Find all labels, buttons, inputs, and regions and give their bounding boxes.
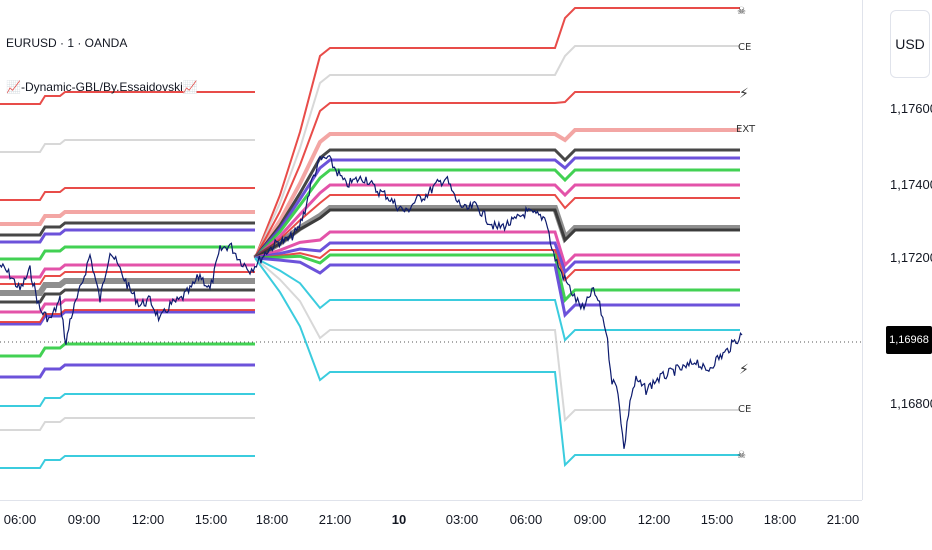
level-line-magenta (0, 230, 740, 314)
currency-button[interactable]: USD (890, 10, 930, 78)
level-line-gray (0, 257, 740, 431)
symbol-title[interactable]: EURUSD · 1 · OANDA (6, 36, 128, 50)
level-label-skull-top: ☠ (737, 6, 746, 17)
level-line-blue (0, 156, 740, 259)
level-label-bolt-upper: ⚡ (739, 86, 749, 102)
price-tick: 1,17600 (890, 101, 932, 116)
level-label-bolt-lower: ⚡ (739, 362, 749, 378)
time-tick: 18:00 (255, 512, 289, 527)
time-tick: 09:00 (67, 512, 101, 527)
time-tick: 06:00 (509, 512, 543, 527)
level-line-green (0, 168, 740, 261)
level-label-ext: EXT (736, 124, 756, 135)
time-axis[interactable] (0, 500, 862, 550)
time-tick: 15:00 (700, 512, 734, 527)
time-tick: 12:00 (637, 512, 671, 527)
level-line-cyan (0, 257, 740, 407)
level-line-blue (0, 256, 740, 379)
price-axis[interactable] (862, 0, 932, 500)
level-label-ce-lower: CE (738, 404, 752, 415)
time-tick: 12:00 (131, 512, 165, 527)
level-label-skull-bottom: ☠ (737, 450, 746, 461)
time-tick: 21:00 (318, 512, 352, 527)
time-tick: 18:00 (763, 512, 797, 527)
level-line-black (0, 148, 740, 259)
level-line-red (0, 128, 740, 260)
time-tick: 03:00 (445, 512, 479, 527)
level-line-cyan (0, 257, 740, 469)
chart-canvas[interactable] (0, 0, 862, 500)
time-tick: 09:00 (573, 512, 607, 527)
time-tick: 21:00 (826, 512, 860, 527)
price-tick: 1,17200 (890, 250, 932, 265)
time-tick-day: 10 (391, 512, 407, 527)
price-series-line (0, 154, 743, 449)
last-price-badge: 1,16968 (886, 326, 932, 354)
level-line-red (0, 7, 740, 259)
level-line-magenta (0, 183, 740, 279)
level-line-gray (0, 45, 740, 259)
indicator-title[interactable]: 📈-Dynamic-GBL/By.Essaidovski📈 (6, 80, 198, 94)
chart-area[interactable] (0, 0, 862, 500)
level-label-ce-upper: CE (738, 42, 752, 53)
time-tick: 06:00 (3, 512, 37, 527)
price-tick: 1,17400 (890, 177, 932, 192)
level-line-red (0, 91, 740, 259)
time-tick: 15:00 (194, 512, 228, 527)
